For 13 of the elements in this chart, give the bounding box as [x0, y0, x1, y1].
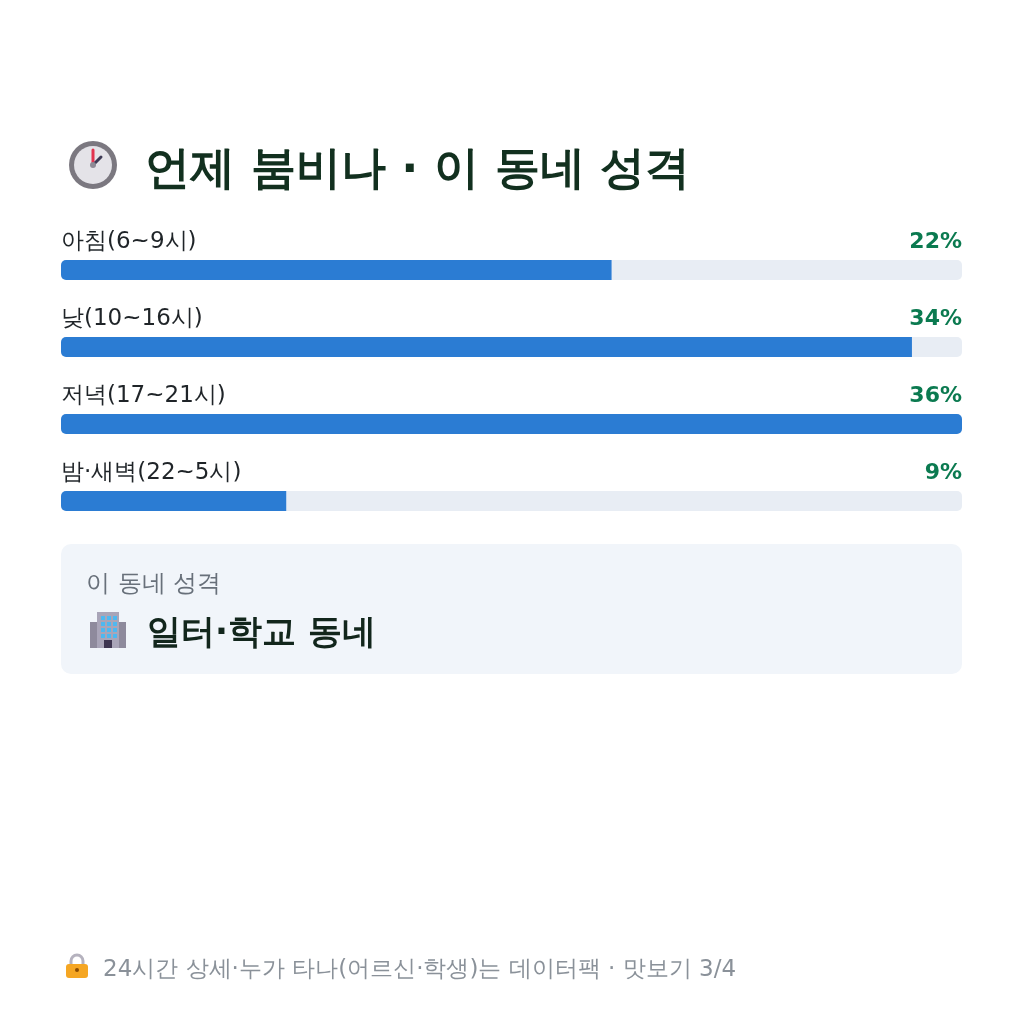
text: 이 동네 성격: [86, 569, 222, 597]
data-label: 36%: [909, 382, 962, 407]
data-label: 34%: [909, 305, 962, 330]
y-tick-label: 낮(10~16시): [61, 304, 203, 330]
data-label: 9%: [924, 459, 962, 484]
text: 일터·학교 동네: [147, 611, 376, 651]
y-tick-label: 저녁(17~21시): [61, 381, 226, 407]
y-tick-label: 아침(6~9시): [61, 227, 197, 253]
chart-title: 언제 붐비나 · 이 동네 성격: [145, 141, 691, 194]
y-tick-label: 밤·새벽(22~5시): [61, 458, 242, 484]
data-label: 22%: [909, 228, 962, 253]
text: 24시간 상세·누가 타나(어르신·학생)는 데이터팩 · 맛보기 3/4: [103, 955, 737, 981]
bar: [61, 414, 962, 434]
